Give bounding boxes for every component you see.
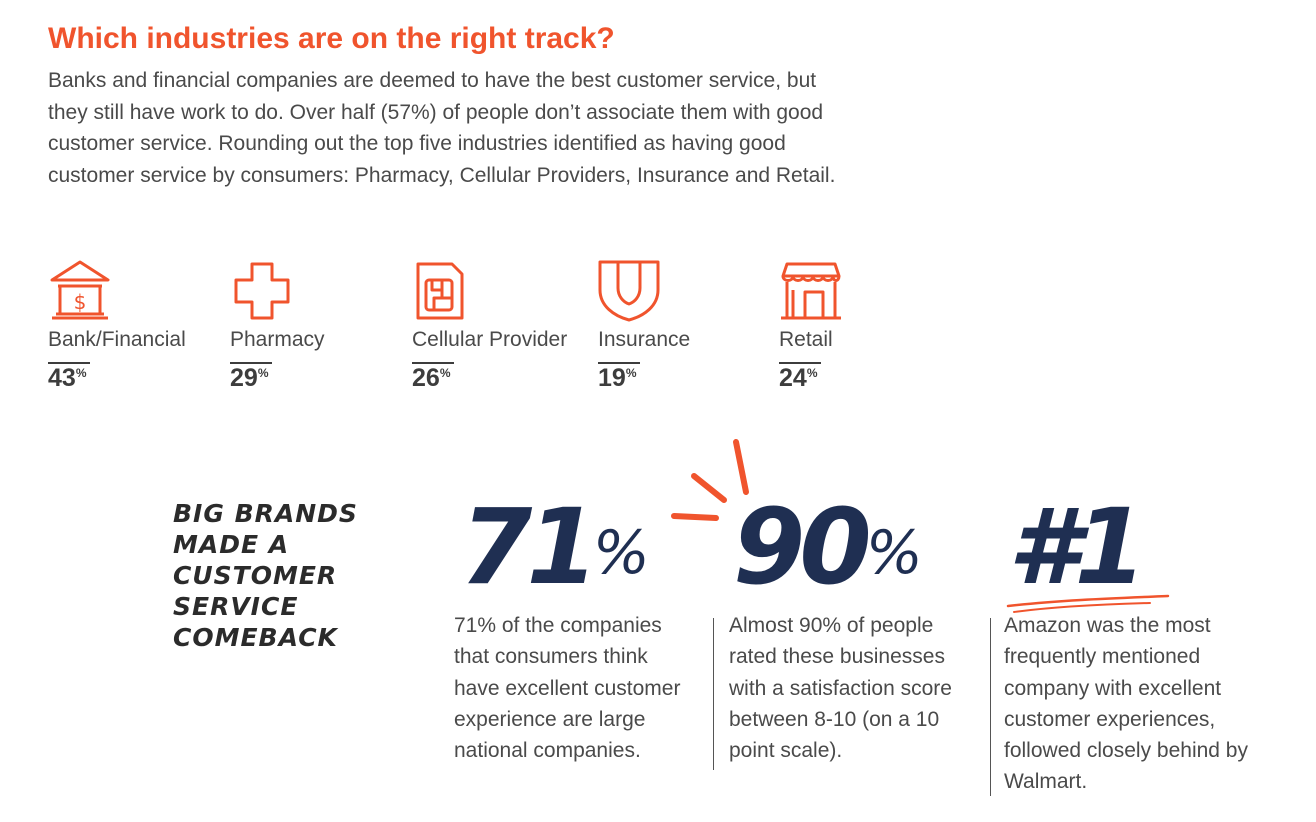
industry-list: $ Bank/Financial 43% Pharmacy 29% Cellul [48, 258, 868, 398]
industry-percent: 29% [230, 364, 269, 392]
industry-name: Retail [779, 328, 833, 351]
stat-big-number-one: #1 [1008, 486, 1147, 608]
industry-name: Cellular Provider [412, 328, 568, 351]
industry-item-cellular: Cellular Provider 26% [412, 258, 592, 398]
svg-text:$: $ [74, 290, 87, 314]
industry-percent: 19% [598, 364, 637, 392]
industry-item-retail: Retail 24% [779, 258, 959, 398]
industry-item-bank: $ Bank/Financial 43% [48, 258, 228, 398]
underline-stroke [1013, 602, 1151, 613]
industry-name: Bank/Financial [48, 328, 186, 351]
industry-name: Insurance [598, 328, 691, 351]
stat-big-71: 71% [460, 486, 650, 608]
industry-name: Pharmacy [230, 328, 325, 351]
burst-stroke [691, 473, 727, 503]
industry-percent: 26% [412, 364, 451, 392]
intro-paragraph: Banks and financial companies are deemed… [48, 69, 836, 187]
underline-stroke [1006, 594, 1170, 608]
stat-text-71: 71% of the companies that consumers thin… [454, 614, 681, 763]
industry-percent: 43% [48, 364, 87, 392]
burst-stroke [671, 513, 719, 521]
storefront-icon [779, 258, 843, 324]
sim-card-icon [412, 258, 476, 324]
burst-stroke [733, 439, 749, 495]
page-title: Which industries are on the right track? [48, 22, 615, 55]
stat-text-number-one: Amazon was the most frequently mentioned… [1004, 614, 1248, 794]
stat-big-90: 90% [733, 486, 923, 608]
industry-item-insurance: Insurance 19% [598, 258, 778, 398]
shield-icon [598, 258, 662, 324]
medical-cross-icon [230, 258, 294, 324]
industry-item-pharmacy: Pharmacy 29% [230, 258, 410, 398]
stat-text-90: Almost 90% of people rated these busines… [729, 614, 952, 763]
stat-divider [990, 618, 991, 796]
industry-percent: 24% [779, 364, 818, 392]
stat-divider [713, 618, 714, 770]
brands-heading: BIG BRANDS MADE A CUSTOMER SERVICE COMEB… [173, 499, 358, 652]
bank-icon: $ [48, 258, 112, 324]
